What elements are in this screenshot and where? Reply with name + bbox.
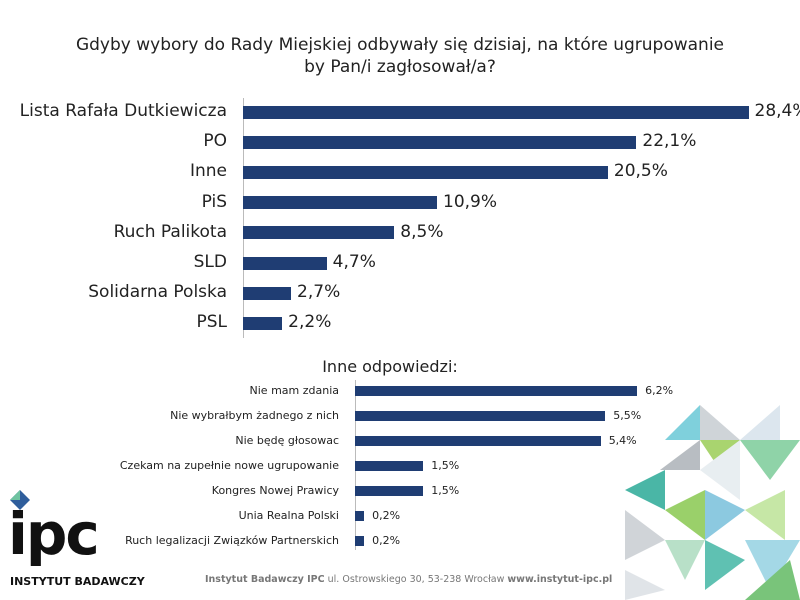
category-label: Czekam na zupełnie nowe ugrupowanie (119, 458, 339, 472)
footer-address: ul. Ostrowskiego 30, 53-238 Wrocław (327, 574, 505, 585)
logo-subtitle: INSTYTUT BADAWCZY (10, 575, 145, 588)
value-label: 2,7% (297, 282, 341, 303)
category-label: Nie wybrałbym żadnego z nich (170, 408, 339, 422)
footer: Instytut Badawczy IPC ul. Ostrowskiego 3… (205, 574, 612, 585)
value-label: 0,2% (372, 508, 401, 522)
category-label: PO (203, 131, 227, 152)
category-label: PiS (201, 191, 227, 212)
value-label: 8,5% (400, 221, 444, 242)
value-label: 1,5% (431, 458, 460, 472)
value-label: 10,9% (443, 191, 498, 212)
category-label: Ruch legalizacji Związków Partnerskich (125, 533, 339, 547)
bar (355, 386, 638, 396)
value-label: 1,5% (431, 483, 460, 497)
category-label: Solidarna Polska (88, 282, 227, 303)
value-label: 22,1% (642, 131, 697, 152)
chart-title: Inne odpowiedzi: (322, 357, 458, 376)
value-label: 6,2% (645, 383, 674, 397)
axis-line (243, 98, 244, 338)
bar (243, 105, 749, 119)
bar (243, 165, 608, 179)
bar (355, 511, 365, 521)
bar (243, 135, 637, 149)
bar (243, 286, 292, 300)
bar (355, 411, 606, 421)
category-label: PSL (196, 312, 227, 333)
value-label: 0,2% (372, 533, 401, 547)
category-label: SLD (193, 251, 227, 272)
bar (355, 536, 365, 546)
value-label: 5,4% (608, 433, 637, 447)
footer-url: www.instytut-ipc.pl (507, 574, 613, 585)
category-label: Nie będę głosowac (235, 433, 339, 447)
bar (243, 256, 327, 270)
category-label: Unia Realna Polski (238, 508, 339, 522)
category-label: Nie mam zdania (249, 383, 339, 397)
category-label: Kongres Nowej Prawicy (211, 483, 339, 497)
bar (243, 316, 283, 330)
value-label: 28,4% (754, 100, 800, 121)
value-label: 20,5% (613, 161, 668, 182)
value-label: 4,7% (332, 251, 376, 272)
bar (355, 486, 424, 496)
chart-title: Gdyby wybory do Rady Miejskiej odbywały … (75, 35, 725, 78)
value-label: 2,2% (288, 312, 332, 333)
category-label: Inne (189, 161, 227, 182)
bar (355, 436, 601, 446)
bar (243, 196, 438, 210)
value-label: 5,5% (613, 408, 642, 422)
bar (243, 226, 395, 240)
bar (355, 461, 424, 471)
category-label: Lista Rafała Dutkiewicza (19, 100, 227, 121)
category-label: Ruch Palikota (113, 221, 227, 242)
logo: ipc (8, 500, 100, 568)
footer-name: Instytut Badawczy IPC (205, 574, 325, 585)
